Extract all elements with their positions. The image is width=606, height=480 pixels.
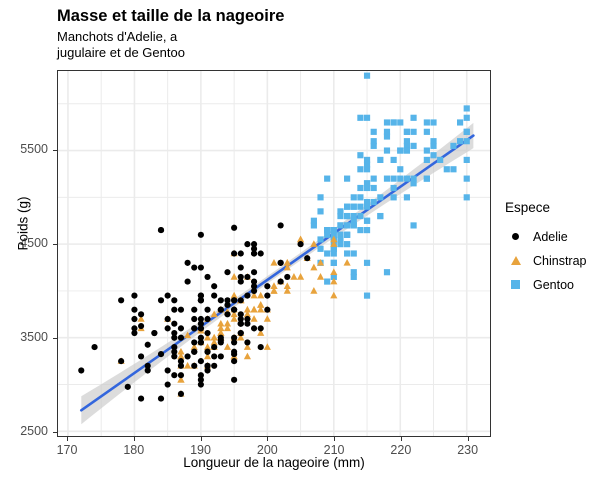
square-marker-icon — [505, 274, 527, 296]
legend-label: Gentoo — [533, 278, 575, 292]
legend-items: Adelie Chinstrap Gentoo — [505, 225, 603, 297]
x-tick-label: 190 — [190, 443, 211, 457]
x-tick-mark — [67, 437, 68, 441]
plot-panel — [57, 70, 491, 437]
x-tick-mark — [334, 437, 336, 441]
legend-title: Espece — [505, 200, 551, 215]
y-tick-label: 5500 — [20, 141, 48, 156]
legend-item-adelie[interactable]: Adelie — [505, 225, 603, 249]
x-tick-label: 170 — [56, 443, 78, 457]
y-tick-label: 2500 — [20, 424, 48, 439]
y-tick-mark — [53, 432, 57, 434]
y-tick-mark — [53, 338, 57, 340]
x-tick-label: 230 — [457, 443, 479, 457]
x-tick-label: 220 — [390, 443, 412, 457]
x-axis-title: Longueur de la nageoire (mm) — [183, 455, 365, 470]
x-tick-mark — [467, 437, 469, 441]
triangle-marker-icon — [505, 250, 527, 272]
x-tick-mark — [200, 437, 202, 441]
square-glyph — [511, 280, 520, 289]
y-tick-label: 3500 — [20, 330, 48, 345]
page-title: Masse et taille de la nageoire — [57, 7, 285, 25]
x-tick-mark — [400, 437, 402, 441]
legend-item-chinstrap[interactable]: Chinstrap — [505, 249, 603, 273]
x-tick-label: 210 — [323, 443, 345, 457]
triangle-glyph — [511, 256, 521, 265]
x-tick-label: 200 — [256, 443, 278, 457]
legend-label: Chinstrap — [533, 254, 587, 268]
series-adelie — [78, 222, 311, 402]
y-tick-mark — [53, 149, 57, 151]
circle-marker-icon — [505, 226, 527, 248]
legend-label: Adelie — [533, 230, 568, 244]
x-tick-mark — [267, 437, 269, 441]
legend: Espece Adelie Chinstrap Gentoo — [505, 200, 603, 297]
x-tick-mark — [133, 437, 135, 441]
y-tick-label: 4500 — [20, 236, 48, 251]
x-tick-label: 180 — [123, 443, 145, 457]
chart-subtitle: Manchots d'Adelie, a jugulaire et de Gen… — [57, 29, 185, 60]
legend-item-gentoo[interactable]: Gentoo — [505, 273, 603, 297]
y-tick-mark — [53, 244, 57, 246]
circle-glyph — [512, 233, 519, 240]
plot-canvas — [58, 71, 490, 436]
series-gentoo — [310, 72, 470, 299]
y-axis-title: Poids (g) — [15, 196, 31, 251]
title-block: Masse et taille de la nageoire Manchots … — [57, 6, 497, 61]
